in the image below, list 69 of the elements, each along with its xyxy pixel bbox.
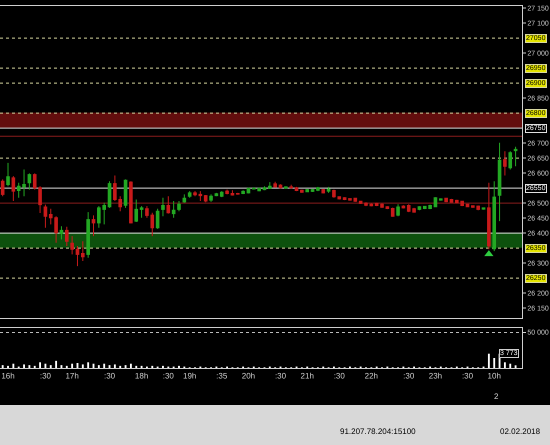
candlestick — [54, 216, 58, 244]
x-tick-label: :30 — [162, 372, 174, 381]
x-tick-label: :30 — [104, 372, 116, 381]
candlestick — [0, 178, 4, 197]
text: 91.207.78.204:15100 — [340, 427, 416, 436]
x-tick-label: :30 — [462, 372, 474, 381]
candlestick — [97, 206, 101, 228]
candlestick — [305, 188, 310, 193]
candlestick — [476, 205, 480, 211]
candlestick — [406, 204, 411, 213]
candlestick — [48, 208, 53, 225]
text: 02.02.2018 — [500, 427, 540, 436]
x-tick-label: :35 — [216, 372, 228, 381]
text: 2 — [494, 392, 498, 401]
candlestick — [177, 200, 181, 212]
candlestick — [12, 176, 16, 202]
candlestick — [124, 178, 128, 208]
x-tick-label: 21h — [300, 372, 314, 381]
x-tick-label: 19h — [182, 372, 196, 381]
candlestick — [514, 146, 518, 167]
candlestick — [492, 180, 496, 252]
candlestick — [44, 204, 48, 228]
x-tick-label: :30 — [274, 372, 287, 381]
candlestick — [326, 186, 330, 194]
candlestick — [182, 194, 186, 204]
candlestick — [60, 226, 64, 240]
x-tick-label: :30 — [334, 372, 346, 381]
candlestick — [402, 204, 406, 209]
x-tick-label: 22h — [364, 372, 378, 381]
x-tick-label: :30 — [403, 372, 415, 381]
x-tick-label: 16h — [1, 372, 15, 381]
candlestick — [28, 172, 32, 190]
x-tick-label: 23h — [428, 372, 442, 381]
candlestick — [332, 189, 336, 198]
x-tick-label: :30 — [40, 372, 52, 381]
candlestick — [166, 196, 170, 214]
x-tick-label: 10h — [488, 372, 501, 381]
candlestick — [498, 142, 502, 222]
candlestick — [32, 172, 37, 190]
candlestick — [503, 150, 507, 176]
x-tick-label: 17h — [65, 372, 79, 381]
candlestick — [418, 206, 422, 211]
candlestick — [118, 196, 122, 212]
candlestick — [172, 200, 176, 218]
candlestick — [64, 226, 69, 246]
candlestick — [508, 150, 512, 170]
candlestick — [482, 207, 486, 210]
candlestick — [38, 186, 42, 214]
candlestick — [6, 162, 10, 187]
candlestick — [145, 206, 149, 218]
candlestick — [113, 175, 117, 202]
candlestick — [220, 190, 224, 198]
candlestick — [396, 204, 400, 217]
candlestick — [92, 214, 96, 237]
candlestick — [390, 207, 395, 218]
candlestick — [337, 196, 342, 200]
candlestick — [487, 182, 491, 250]
candlestick — [86, 212, 90, 258]
candlestick — [150, 212, 154, 237]
candlestick — [204, 194, 208, 203]
candlestick — [321, 188, 326, 194]
candlestick — [134, 199, 138, 222]
candlestick — [188, 190, 192, 198]
candlestick — [140, 206, 144, 218]
candlestick — [129, 180, 133, 224]
candlestick — [161, 197, 165, 217]
x-tick-label: 20h — [242, 372, 256, 381]
candlestick — [156, 208, 160, 230]
x-tick-label: 18h — [134, 372, 148, 381]
